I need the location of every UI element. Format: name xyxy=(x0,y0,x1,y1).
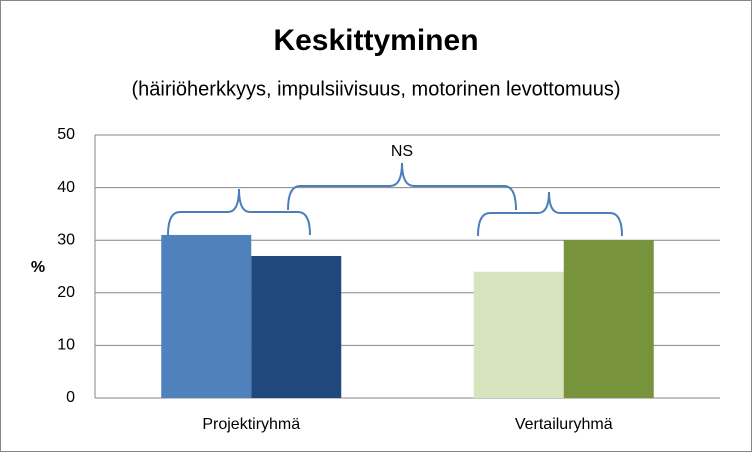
y-tick-label: 0 xyxy=(66,389,75,406)
bar xyxy=(161,234,252,398)
bar xyxy=(473,271,564,398)
brace xyxy=(287,162,517,211)
y-tick-label: 20 xyxy=(57,284,75,301)
annotation: NS xyxy=(391,143,413,160)
chart-title: Keskittyminen xyxy=(273,24,478,57)
bar xyxy=(251,255,342,398)
brace xyxy=(477,191,623,237)
x-tick-label: Projektiryhmä xyxy=(202,416,300,433)
y-tick-label: 30 xyxy=(57,231,75,248)
bar xyxy=(563,240,654,398)
y-axis-label: % xyxy=(31,259,45,276)
y-tick-label: 40 xyxy=(57,179,75,196)
brace xyxy=(167,188,311,236)
y-tick-label: 10 xyxy=(57,337,75,354)
y-tick-label: 50 xyxy=(57,126,75,143)
chart-subtitle: (häiriöherkkyys, impulsiivisuus, motorin… xyxy=(131,78,620,100)
x-tick-label: Vertailuryhmä xyxy=(515,416,613,433)
